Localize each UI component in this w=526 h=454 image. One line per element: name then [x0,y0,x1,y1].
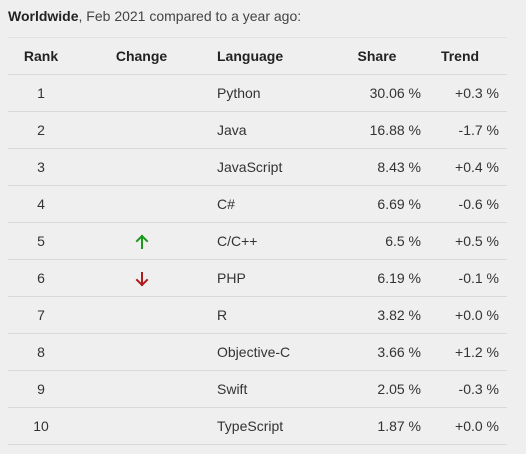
cell-trend: +0.4 % [421,148,507,186]
cell-language: C/C++ [209,222,333,260]
cell-change [74,74,209,112]
cell-language: Python [209,74,333,112]
cell-language: R [209,296,333,334]
cell-share: 8.43 % [333,148,421,186]
table-caption: Worldwide, Feb 2021 compared to a year a… [8,8,301,24]
cell-share: 2.05 % [333,370,421,408]
header-language: Language [209,37,333,75]
table-row: 7 R 3.82 % +0.0 % [8,296,507,334]
cell-share: 6.19 % [333,259,421,297]
cell-trend: +0.3 % [421,74,507,112]
cell-share: 6.69 % [333,185,421,223]
cell-language: Swift [209,370,333,408]
cell-trend: -0.3 % [421,370,507,408]
table-row: 5 C/C++ 6.5 % +0.5 % [8,222,507,260]
cell-rank: 10 [8,407,74,445]
cell-rank: 7 [8,296,74,334]
cell-rank: 6 [8,259,74,297]
cell-trend: -1.7 % [421,111,507,149]
table-row: 6 PHP 6.19 % -0.1 % [8,259,507,297]
table-row: 10 TypeScript 1.87 % +0.0 % [8,407,507,445]
cell-trend: -0.1 % [421,259,507,297]
cell-language: Objective-C [209,333,333,371]
cell-share: 1.87 % [333,407,421,445]
cell-rank: 3 [8,148,74,186]
arrow-down-icon [135,272,148,287]
table-row: 1 Python 30.06 % +0.3 % [8,74,507,112]
arrow-up-icon [135,234,148,250]
cell-rank: 9 [8,370,74,408]
caption-text: , Feb 2021 compared to a year ago: [78,8,302,24]
cell-rank: 4 [8,185,74,223]
header-trend: Trend [421,37,507,75]
cell-language: Java [209,111,333,149]
cell-change [74,407,209,445]
cell-rank: 5 [8,222,74,260]
cell-change [74,333,209,371]
cell-trend: +0.5 % [421,222,507,260]
cell-trend: +1.2 % [421,333,507,371]
cell-share: 6.5 % [333,222,421,260]
cell-trend: -0.6 % [421,185,507,223]
header-share: Share [333,37,421,75]
table-row: 3 JavaScript 8.43 % +0.4 % [8,148,507,186]
table-row: 2 Java 16.88 % -1.7 % [8,111,507,149]
table-row: 8 Objective-C 3.66 % +1.2 % [8,333,507,371]
cell-rank: 2 [8,111,74,149]
cell-change [74,185,209,223]
cell-trend: +0.0 % [421,296,507,334]
table-row: 9 Swift 2.05 % -0.3 % [8,370,507,408]
cell-change [74,111,209,149]
cell-rank: 1 [8,74,74,112]
header-rank: Rank [8,37,74,75]
header-change: Change [74,37,209,75]
cell-share: 16.88 % [333,111,421,149]
table-row: 4 C# 6.69 % -0.6 % [8,185,507,223]
cell-language: C# [209,185,333,223]
cell-language: JavaScript [209,148,333,186]
cell-language: PHP [209,259,333,297]
table-body: 1 Python 30.06 % +0.3 % 2 Java 16.88 % -1.7 % 3 J… [8,74,507,445]
cell-share: 3.66 % [333,333,421,371]
cell-change [74,296,209,334]
cell-share: 30.06 % [333,74,421,112]
table-header-row: Rank Change Language Share Trend [8,37,507,75]
cell-change [74,259,209,297]
cell-change [74,370,209,408]
language-ranking-table: Rank Change Language Share Trend 1 Python… [8,37,507,445]
cell-change [74,222,209,260]
caption-region: Worldwide [8,8,79,24]
cell-share: 3.82 % [333,296,421,334]
cell-trend: +0.0 % [421,407,507,445]
cell-change [74,148,209,186]
cell-language: TypeScript [209,407,333,445]
cell-rank: 8 [8,333,74,371]
